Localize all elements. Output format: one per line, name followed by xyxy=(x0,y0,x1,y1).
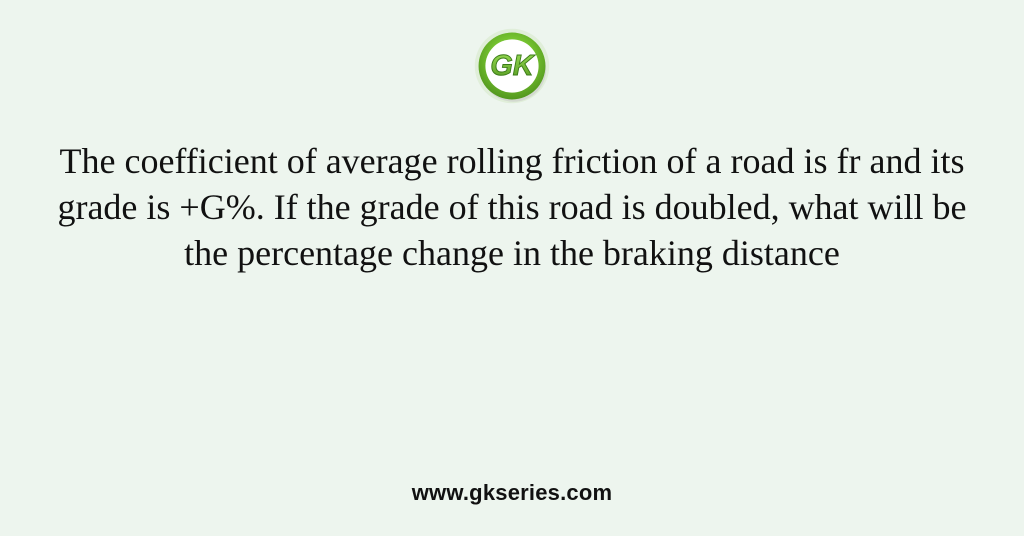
logo-text: GK xyxy=(490,50,535,82)
brand-logo: GK xyxy=(474,28,550,104)
footer-url: www.gkseries.com xyxy=(0,480,1024,506)
page-root: GK The coefficient of average rolling fr… xyxy=(0,0,1024,536)
gk-logo-icon: GK xyxy=(474,28,550,104)
question-text: The coefficient of average rolling frict… xyxy=(32,138,992,276)
